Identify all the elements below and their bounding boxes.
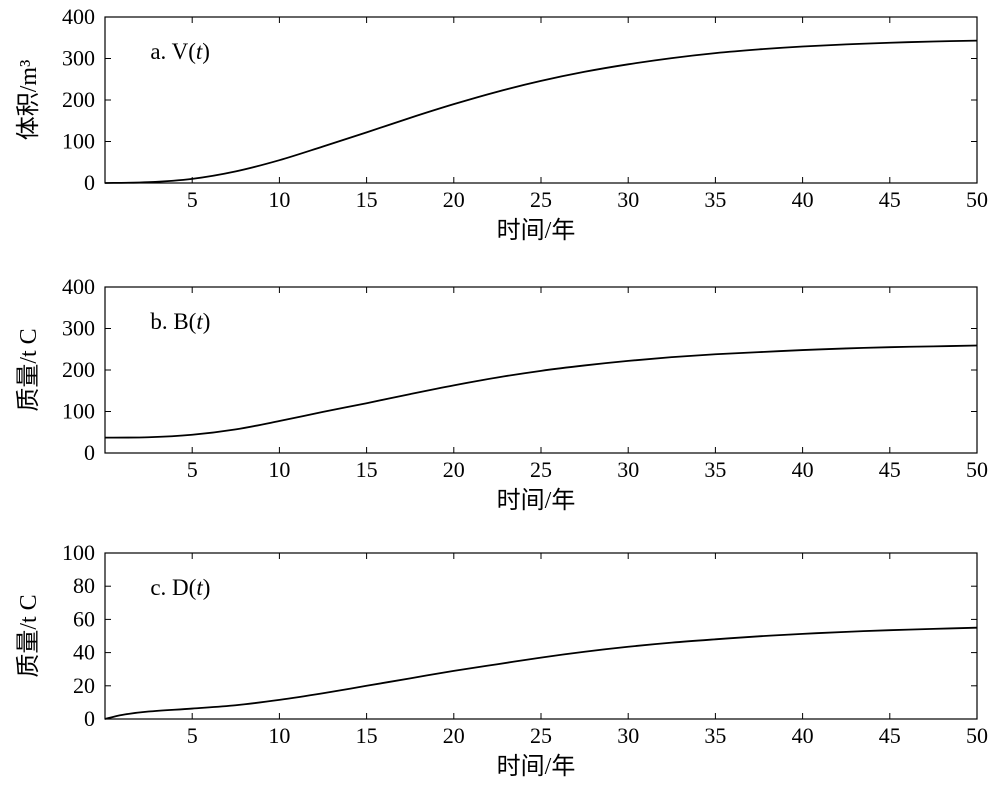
y-tick-label: 20 <box>73 673 95 698</box>
x-tick-label: 40 <box>792 457 814 482</box>
plot-frame <box>104 16 978 184</box>
y-tick-label: 200 <box>62 87 95 112</box>
x-tick-label: 5 <box>187 723 198 748</box>
x-tick-label: 10 <box>268 187 290 212</box>
panel-label-suffix: ) <box>203 575 211 600</box>
series-line <box>104 626 978 720</box>
y-tick-label: 200 <box>62 357 95 382</box>
y-tick-label: 80 <box>73 573 95 598</box>
panel-label: a. V(t) <box>150 39 210 64</box>
panel-a: 5 10 15 20 25 30 35 40 45 50 0 100 200 300 400 时间/年 体积/m… <box>15 4 988 244</box>
panel-c: 5 10 15 20 25 30 35 40 45 50 0 20 40 60 80 100 时间/年 质量/t … <box>15 540 988 780</box>
y-tick-label: 0 <box>84 170 95 195</box>
panel-label-var: t <box>196 575 203 600</box>
x-tick-label: 15 <box>356 723 378 748</box>
panel-label: c. D(t) <box>150 575 210 600</box>
y-tick-label: 0 <box>84 440 95 465</box>
x-tick-label: 15 <box>356 187 378 212</box>
y-tick-label: 100 <box>62 399 95 424</box>
x-tick-label: 35 <box>704 457 726 482</box>
x-tick-label: 30 <box>617 457 639 482</box>
y-tick-label: 400 <box>62 4 95 29</box>
x-tick-label: 20 <box>443 457 465 482</box>
series-line <box>104 39 978 184</box>
panel-label-prefix: a. V( <box>150 39 196 64</box>
x-tick-label: 25 <box>530 723 552 748</box>
x-tick-label: 15 <box>356 457 378 482</box>
y-tick-label: 60 <box>73 606 95 631</box>
x-tick-label: 35 <box>704 187 726 212</box>
x-tick-label: 25 <box>530 187 552 212</box>
x-tick-label: 20 <box>443 723 465 748</box>
y-tick-label: 100 <box>62 129 95 154</box>
x-tick-label: 45 <box>879 723 901 748</box>
y-tick-label: 300 <box>62 316 95 341</box>
panel-label-var: t <box>196 309 203 334</box>
x-tick-label: 30 <box>617 723 639 748</box>
x-tick-label: 50 <box>966 187 988 212</box>
x-tick-label: 35 <box>704 723 726 748</box>
x-tick-label: 25 <box>530 457 552 482</box>
x-axis-label: 时间/年 <box>497 217 576 244</box>
x-tick-label: 5 <box>187 457 198 482</box>
series-line <box>104 344 978 439</box>
plot-frame <box>104 552 978 720</box>
y-axis-label: 质量/t C <box>15 328 42 411</box>
x-tick-label: 50 <box>966 457 988 482</box>
panel-label-suffix: ) <box>203 309 211 334</box>
y-tick-label: 300 <box>62 46 95 71</box>
panel-label: b. B(t) <box>150 309 210 334</box>
x-axis-label: 时间/年 <box>497 487 576 514</box>
x-tick-label: 45 <box>879 457 901 482</box>
y-tick-label: 40 <box>73 640 95 665</box>
y-tick-label: 100 <box>62 540 95 565</box>
x-axis-label: 时间/年 <box>497 753 576 780</box>
y-tick-label: 0 <box>84 706 95 731</box>
y-tick-label: 400 <box>62 274 95 299</box>
x-tick-label: 10 <box>268 723 290 748</box>
panel-label-prefix: b. B( <box>150 309 196 334</box>
x-tick-label: 10 <box>268 457 290 482</box>
panel-label-prefix: c. D( <box>150 575 196 600</box>
y-axis-label: 体积/m³ <box>15 60 42 141</box>
y-axis-label: 质量/t C <box>15 594 42 677</box>
x-tick-label: 45 <box>879 187 901 212</box>
x-tick-label: 20 <box>443 187 465 212</box>
panel-b: 5 10 15 20 25 30 35 40 45 50 0 100 200 300 400 时间/年 质量/t… <box>15 274 988 514</box>
x-tick-label: 40 <box>792 723 814 748</box>
x-tick-label: 50 <box>966 723 988 748</box>
x-tick-label: 5 <box>187 187 198 212</box>
panel-label-var: t <box>196 39 203 64</box>
x-tick-label: 40 <box>792 187 814 212</box>
panel-label-suffix: ) <box>202 39 210 64</box>
x-tick-label: 30 <box>617 187 639 212</box>
